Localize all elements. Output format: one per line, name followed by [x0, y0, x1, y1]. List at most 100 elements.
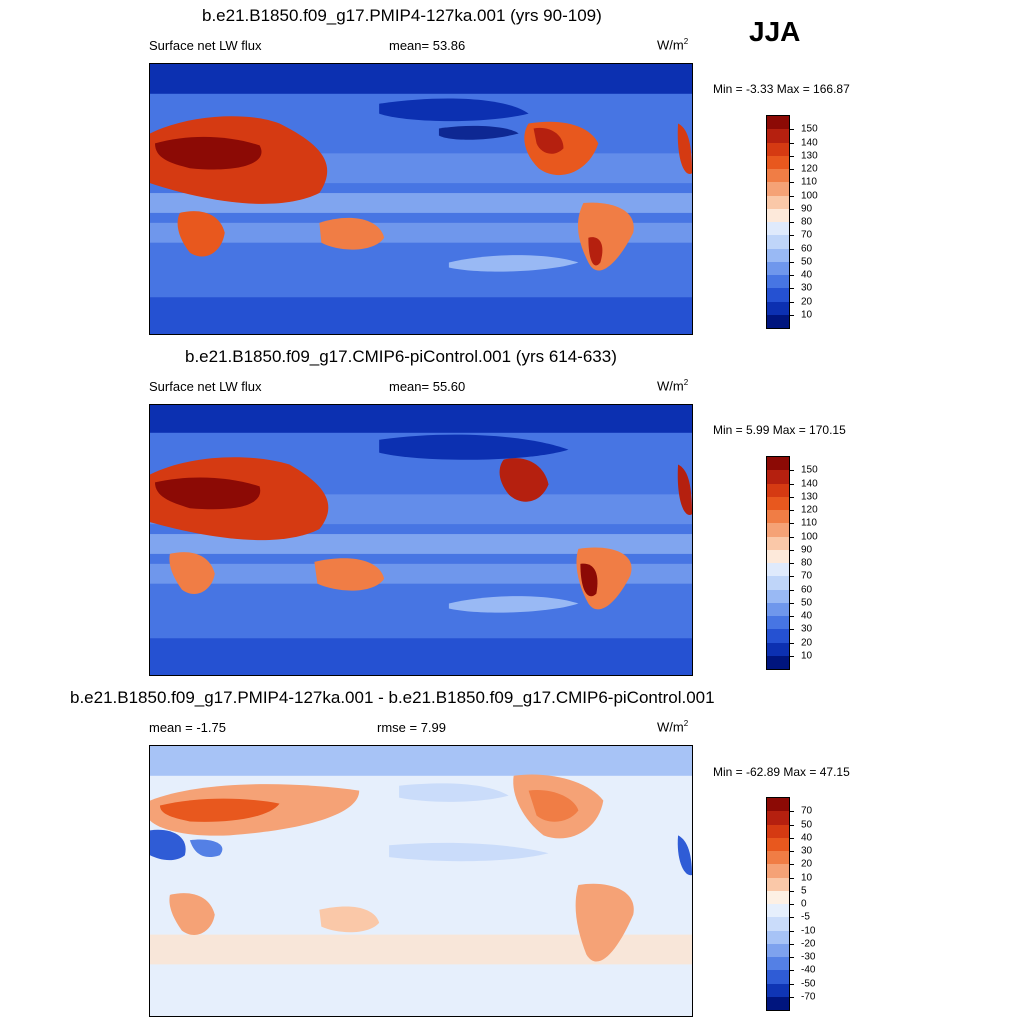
colorbar-tick	[790, 222, 794, 223]
colorbar-label: 30	[801, 845, 813, 857]
colorbar: 70 50 40 30 20 10 5 0 -5 -10 -20 -30 -40 -50 -70	[766, 797, 815, 1011]
colorbar-label: 130	[801, 491, 818, 503]
season-label: JJA	[749, 16, 801, 47]
colorbar: 150 140 130 120 110 100 90 80 70 60 50 40 30 20 10	[766, 456, 818, 670]
colorbar-tick	[790, 576, 794, 578]
colorbar-tick	[790, 877, 794, 879]
colorbar-tick	[790, 837, 794, 839]
colorbar-tick	[790, 248, 794, 250]
colorbar-tick	[790, 629, 794, 631]
colorbar-tick	[790, 536, 794, 538]
colorbar-label: -5	[801, 911, 810, 923]
colorbar-tick	[790, 943, 794, 945]
colorbar-tick	[790, 182, 794, 184]
colorbar-swatch	[767, 851, 789, 865]
colorbar-swatch	[767, 983, 789, 997]
colorbar-tick	[790, 235, 794, 237]
colorbar-tick	[790, 983, 794, 985]
colorbar-swatch	[767, 864, 789, 878]
colorbar-swatch	[767, 195, 789, 209]
colorbar-tick	[790, 616, 794, 617]
colorbar-swatch	[767, 496, 789, 510]
colorbar-swatch	[767, 996, 789, 1010]
colorbar-label: 10	[801, 872, 813, 883]
colorbar-tick	[790, 470, 794, 472]
colorbar-swatch	[767, 970, 789, 984]
colorbar-tick	[790, 811, 794, 813]
colorbar-label: 10	[801, 309, 813, 321]
mean-label: mean = -1.75	[149, 720, 226, 735]
colorbar-label: 20	[801, 296, 813, 307]
colorbar-swatch	[767, 536, 789, 550]
colorbar-swatch	[767, 811, 789, 825]
colorbar-label: -50	[801, 978, 816, 989]
map-canvas	[150, 405, 692, 675]
minmax-label: Min = 5.99 Max = 170.15	[713, 423, 846, 437]
unit-label: W/m2	[657, 719, 689, 735]
colorbar-swatch	[767, 169, 789, 183]
colorbar-swatch	[767, 589, 789, 603]
colorbar-tick	[790, 510, 794, 511]
colorbar-tick	[790, 142, 794, 144]
colorbar-label: 40	[801, 269, 813, 281]
colorbar-label: 40	[801, 610, 813, 622]
colorbar-tick	[790, 169, 794, 170]
colorbar-tick	[790, 549, 794, 551]
variable-label: Surface net LW flux	[149, 379, 262, 394]
colorbar-tick	[790, 523, 794, 525]
colorbar-tick	[790, 301, 794, 303]
colorbar-swatch	[767, 917, 789, 931]
colorbar-label: 130	[801, 150, 818, 162]
minmax-label: Min = -3.33 Max = 166.87	[713, 82, 850, 96]
colorbar-tick	[790, 996, 794, 998]
mean-label: mean= 55.60	[389, 379, 466, 394]
colorbar-tick	[790, 864, 794, 866]
colorbar-tick	[790, 314, 794, 316]
variable-label: Surface net LW flux	[149, 38, 262, 53]
colorbar-swatch	[767, 563, 789, 577]
colorbar-label: 70	[801, 570, 813, 582]
map-canvas	[150, 746, 692, 1016]
colorbar-label: 70	[801, 229, 813, 241]
colorbar-label: 30	[801, 282, 813, 294]
colorbar-swatch	[767, 616, 789, 630]
colorbar-label: 10	[801, 650, 813, 662]
colorbar-label: 100	[801, 190, 818, 201]
colorbar-label: 110	[801, 517, 817, 529]
colorbar-tick	[790, 208, 794, 210]
colorbar-label: 120	[801, 163, 818, 175]
colorbar-tick	[790, 642, 794, 644]
colorbar-swatch	[767, 837, 789, 851]
colorbar-swatch	[767, 957, 789, 971]
colorbar-swatch	[767, 116, 789, 130]
colorbar-tick	[790, 195, 794, 197]
colorbar-swatch	[767, 301, 789, 315]
colorbar-swatch	[767, 824, 789, 838]
colorbar-swatch	[767, 275, 789, 289]
unit-label: W/m2	[657, 378, 689, 394]
colorbar-tick	[790, 261, 794, 263]
colorbar-label: -30	[801, 951, 816, 963]
colorbar-label: 110	[801, 176, 817, 188]
colorbar-label: 20	[801, 858, 813, 870]
colorbar-swatch	[767, 930, 789, 944]
map-picontrol	[149, 404, 693, 676]
map-127ka	[149, 63, 693, 335]
colorbar-label: 5	[801, 885, 807, 897]
panel-title: b.e21.B1850.f09_g17.PMIP4-127ka.001 - b.…	[70, 688, 715, 707]
colorbar-swatch	[767, 655, 789, 669]
colorbar-swatch	[767, 943, 789, 957]
panel-title: b.e21.B1850.f09_g17.CMIP6-piControl.001 …	[185, 347, 617, 366]
colorbar-swatch	[767, 483, 789, 497]
rmse-label: rmse = 7.99	[377, 720, 447, 735]
colorbar-swatch	[767, 457, 789, 471]
colorbar-swatch	[767, 890, 789, 904]
colorbar-swatch	[767, 877, 789, 891]
colorbar-swatch	[767, 235, 789, 249]
colorbar-label: 90	[801, 544, 813, 556]
colorbar-swatch	[767, 798, 789, 812]
colorbar-tick	[790, 930, 794, 932]
colorbar-label: 20	[801, 637, 813, 648]
colorbar-label: 0	[801, 898, 807, 910]
colorbar: 150 140 130 120 110 100 90 80 70 60 50 40 30 20 10	[766, 115, 818, 329]
